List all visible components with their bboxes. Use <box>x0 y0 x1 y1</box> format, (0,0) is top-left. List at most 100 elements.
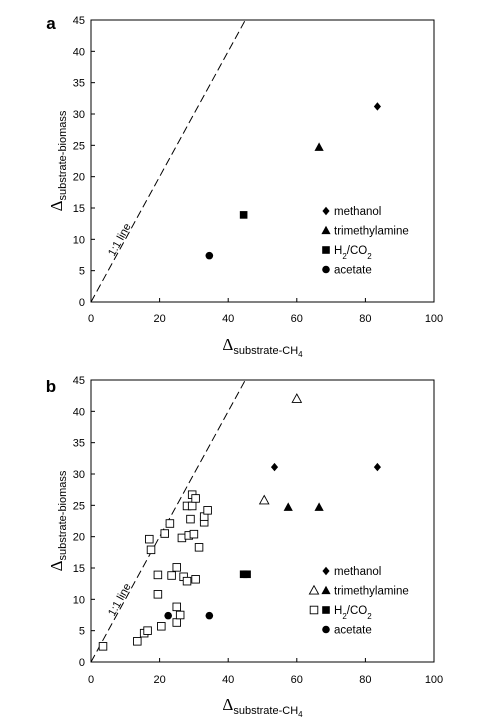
y-axis-label: Δsubstrate-biomass <box>47 110 69 211</box>
legend-marker <box>322 246 330 254</box>
legend-item: methanol <box>322 566 381 578</box>
plot-frame <box>90 19 435 303</box>
y-tick-label: 25 <box>73 140 85 152</box>
x-tick-label: 60 <box>291 674 303 686</box>
x-tick-label: 40 <box>222 313 234 325</box>
chart-panel-b: b 0 20 40 60 80 100 0 5 10 15 20 25 30 35 40 45 1:1 line m… <box>46 375 443 719</box>
data-point <box>189 529 199 539</box>
data-point <box>291 393 303 403</box>
legend-label: trimethylamine <box>334 226 409 238</box>
plot-frame <box>90 379 435 663</box>
data-point <box>153 570 163 580</box>
data-point <box>157 622 166 631</box>
y-tick-label: 10 <box>73 234 85 246</box>
data-point <box>203 506 212 515</box>
legend-item: acetate <box>322 265 372 277</box>
y-tick-label: 5 <box>79 626 85 638</box>
data-point <box>143 626 152 635</box>
data-point <box>186 514 195 524</box>
legend-marker <box>309 605 319 615</box>
data-point <box>153 590 163 599</box>
data-point <box>243 570 251 579</box>
data-point <box>314 502 324 511</box>
data-point <box>191 494 200 503</box>
data-point <box>164 611 172 620</box>
legend-label: acetate <box>334 265 372 277</box>
data-point <box>314 142 324 151</box>
y-tick-label: 5 <box>79 266 85 278</box>
data-point <box>98 642 108 651</box>
data-point <box>175 610 185 620</box>
legend-marker <box>321 225 331 235</box>
panel-label: a <box>46 14 56 33</box>
x-axis-label: Δsubstrate-CH4 <box>222 695 303 719</box>
legend-item: trimethylamine <box>308 584 409 598</box>
data-point <box>172 618 181 627</box>
y-tick-label: 15 <box>73 203 85 215</box>
legend-label: acetate <box>334 625 372 637</box>
data-point <box>172 602 181 612</box>
data-point <box>258 494 270 505</box>
data-point <box>373 102 381 111</box>
series-4 <box>239 570 251 579</box>
data-point <box>182 576 192 586</box>
reference-line-label: 1:1 line <box>106 221 134 258</box>
y-tick-label: 10 <box>73 594 85 606</box>
legend: methanol trimethylamine H2/CO2 acetate <box>308 566 409 637</box>
x-tick-label: 20 <box>153 313 165 325</box>
y-tick-label: 25 <box>73 500 85 512</box>
legend-label: methanol <box>334 566 381 578</box>
x-tick-label: 0 <box>88 313 94 325</box>
x-tick-label: 100 <box>425 313 443 325</box>
data-point <box>165 519 175 528</box>
data-point <box>172 563 181 572</box>
data-point <box>145 534 154 544</box>
x-tick-label: 100 <box>425 674 443 686</box>
y-tick-label: 35 <box>73 78 85 90</box>
y-tick-label: 20 <box>73 172 85 184</box>
x-tick-label: 60 <box>291 313 303 325</box>
legend: methanol trimethylamine H2/CO2 acetate <box>321 206 409 277</box>
data-point <box>205 251 214 260</box>
legend-marker <box>321 585 331 595</box>
legend-marker <box>322 625 330 634</box>
legend-item: methanol <box>322 206 381 218</box>
y-tick-label: 45 <box>73 375 85 387</box>
series-0 <box>270 462 381 472</box>
y-tick-label: 0 <box>79 297 85 309</box>
legend-item: H2/CO2 <box>322 245 372 261</box>
series-1 <box>314 142 324 151</box>
data-point <box>160 529 169 538</box>
data-point <box>239 211 248 219</box>
y-tick-label: 45 <box>73 15 85 27</box>
chart-panel-a: a 0 20 40 60 80 100 0 5 10 15 20 25 30 35 40 45 1:1 line m… <box>46 14 443 359</box>
data-point <box>167 571 176 580</box>
y-tick-label: 0 <box>79 657 85 669</box>
legend-label: methanol <box>334 206 381 218</box>
y-tick-label: 30 <box>73 109 85 121</box>
x-axis-label: Δsubstrate-CH4 <box>222 335 303 359</box>
data-point <box>187 501 197 511</box>
data-point <box>133 637 142 646</box>
legend-marker <box>308 584 320 595</box>
data-point <box>373 462 381 472</box>
x-tick-label: 20 <box>153 674 165 686</box>
x-tick-label: 40 <box>222 674 234 686</box>
legend-item: trimethylamine <box>321 225 409 238</box>
series-2 <box>283 502 324 511</box>
legend-marker <box>322 606 330 614</box>
legend-marker <box>322 265 330 274</box>
x-tick-label: 80 <box>359 674 371 686</box>
y-tick-label: 35 <box>73 438 85 450</box>
y-axis-label: Δsubstrate-biomass <box>47 470 69 571</box>
reference-line-label: 1:1 line <box>106 581 134 618</box>
data-point <box>194 543 204 552</box>
legend-item: H2/CO2 <box>309 605 372 621</box>
series-3 <box>205 251 214 260</box>
series-0 <box>373 102 381 111</box>
x-tick-label: 80 <box>359 313 371 325</box>
y-tick-label: 30 <box>73 469 85 481</box>
panel-label: b <box>46 377 56 396</box>
y-tick-label: 20 <box>73 532 85 544</box>
